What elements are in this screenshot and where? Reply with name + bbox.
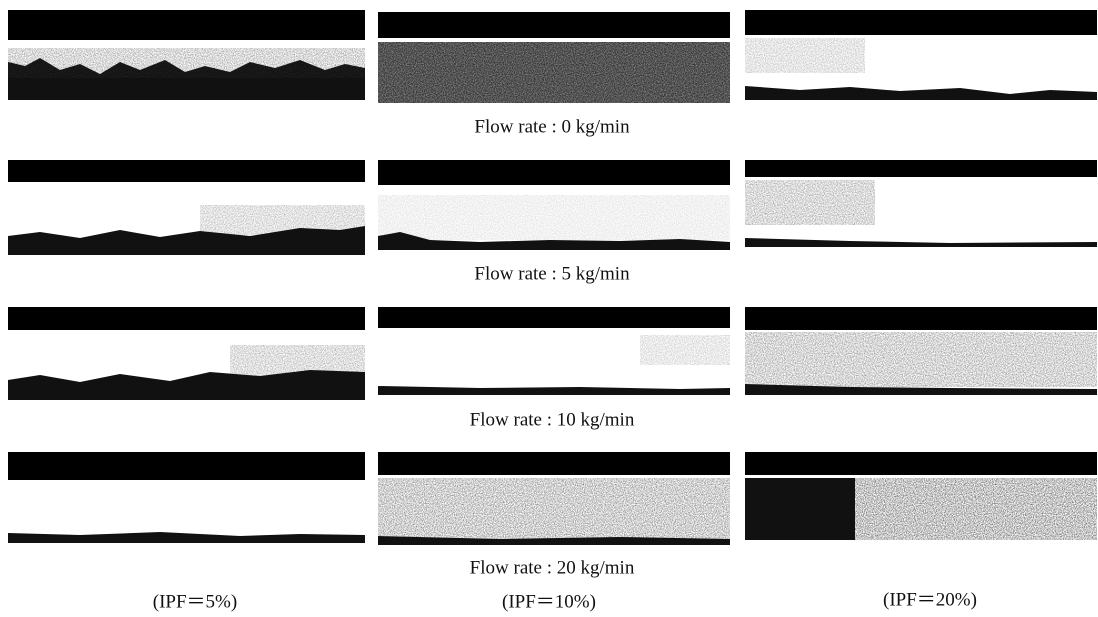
photo-panel [378,160,730,250]
photo-panel [8,307,365,400]
photo-panel [8,160,365,255]
photo-panel [745,452,1097,540]
row-label: Flow rate : 20 kg/min [470,557,635,578]
photo-panel [8,452,365,543]
photo-panel [745,10,1097,100]
column-label: (IPF＝10%) [502,591,596,612]
photo-panel [378,307,730,395]
row-label: Flow rate : 0 kg/min [474,116,630,137]
column-label: (IPF＝5%) [153,591,237,612]
column-label: (IPF＝20%) [883,589,977,610]
photo-panel [745,160,1097,247]
photo-panel [745,307,1097,395]
photo-panel [8,10,365,100]
photo-panel [378,452,730,545]
row-label: Flow rate : 10 kg/min [470,409,635,430]
row-label: Flow rate : 5 kg/min [474,263,630,284]
photo-panel [378,12,730,103]
